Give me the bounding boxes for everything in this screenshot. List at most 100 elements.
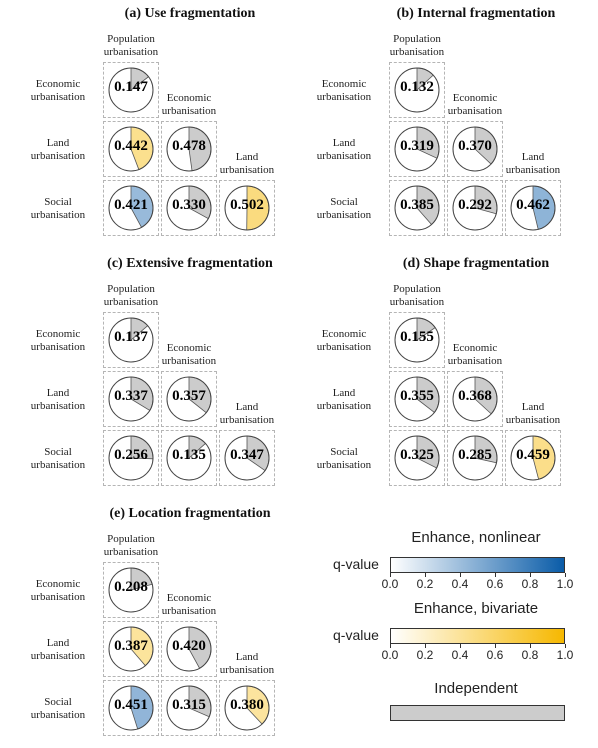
pie-outline	[166, 185, 212, 231]
pie-outline	[394, 317, 440, 363]
column-label: Population urbanisation	[389, 283, 445, 308]
column-label: Land urbanisation	[219, 151, 275, 176]
pie-chart	[452, 185, 498, 231]
colorbar-tick-label: 0.0	[381, 648, 399, 662]
colorbar-tick-label: 0.6	[486, 648, 504, 662]
row-label: Social urbanisation	[316, 196, 372, 221]
pie-outline	[108, 185, 154, 231]
pie-outline	[394, 435, 440, 481]
pie-chart	[224, 185, 270, 231]
colorbar-tick-label: 0.2	[416, 648, 434, 662]
pie-cell: 0.385	[389, 180, 445, 236]
column-label: Population urbanisation	[103, 33, 159, 58]
colorbar-nonlinear	[390, 557, 565, 573]
panel-title: (d) Shape fragmentation	[402, 256, 550, 271]
colorbar-tick-label: 0.4	[451, 577, 469, 591]
pie-cell: 0.285	[447, 430, 503, 486]
q-value-label: 0.385	[400, 197, 434, 213]
pie-cell: 0.132	[389, 62, 445, 118]
colorbar-tick-mark	[530, 573, 531, 577]
pie-cell: 0.478	[161, 121, 217, 177]
pie-chart	[394, 67, 440, 113]
column-label: Land urbanisation	[219, 651, 275, 676]
pie-cell: 0.155	[389, 312, 445, 368]
pie-outline	[224, 185, 270, 231]
q-value-label: 0.502	[230, 197, 264, 213]
colorbar-tick-mark	[390, 644, 391, 648]
pie-cell: 0.502	[219, 180, 275, 236]
q-value-label: 0.325	[400, 447, 434, 463]
pie-chart	[224, 685, 270, 731]
panel-title: (b) Internal fragmentation	[396, 6, 556, 21]
pie-chart	[166, 126, 212, 172]
q-value-label: 0.285	[458, 447, 492, 463]
pie-chart	[166, 685, 212, 731]
q-value-label: 0.459	[516, 447, 550, 463]
q-value-label: 0.478	[172, 138, 206, 154]
colorbar-tick-mark	[495, 573, 496, 577]
column-label: Land urbanisation	[505, 151, 561, 176]
pie-chart	[108, 317, 154, 363]
pie-outline	[224, 685, 270, 731]
pie-cell: 0.442	[103, 121, 159, 177]
pie-chart	[452, 126, 498, 172]
column-label: Economic urbanisation	[161, 92, 217, 117]
pie-cell: 0.462	[505, 180, 561, 236]
pie-outline	[394, 376, 440, 422]
column-label: Economic urbanisation	[447, 342, 503, 367]
q-value-label: 0.132	[400, 79, 434, 95]
legend-title-independent: Independent	[434, 680, 518, 697]
pie-chart	[108, 685, 154, 731]
column-label: Population urbanisation	[103, 283, 159, 308]
pie-outline	[108, 567, 154, 613]
pie-cell: 0.325	[389, 430, 445, 486]
q-value-label: 0.319	[400, 138, 434, 154]
pie-chart	[108, 185, 154, 231]
pie-cell: 0.292	[447, 180, 503, 236]
row-label: Economic urbanisation	[30, 328, 86, 353]
pie-outline	[108, 626, 154, 672]
pie-outline	[166, 126, 212, 172]
row-label: Economic urbanisation	[30, 78, 86, 103]
pie-chart	[166, 185, 212, 231]
pie-cell: 0.208	[103, 562, 159, 618]
pie-cell: 0.256	[103, 430, 159, 486]
pie-chart	[510, 185, 556, 231]
pie-chart	[452, 435, 498, 481]
q-value-label: 0.370	[458, 138, 492, 154]
colorbar-tick-mark	[390, 573, 391, 577]
q-value-label: 0.421	[114, 197, 148, 213]
pie-chart	[166, 435, 212, 481]
pie-cell: 0.421	[103, 180, 159, 236]
pie-outline	[166, 626, 212, 672]
colorbar-tick-mark	[460, 644, 461, 648]
q-value-label: 0.420	[172, 638, 206, 654]
row-label: Land urbanisation	[316, 137, 372, 162]
pie-outline	[224, 435, 270, 481]
pie-cell: 0.315	[161, 680, 217, 736]
column-label: Economic urbanisation	[161, 592, 217, 617]
pie-outline	[108, 317, 154, 363]
pie-outline	[166, 376, 212, 422]
pie-chart	[108, 376, 154, 422]
row-label: Land urbanisation	[30, 637, 86, 662]
pie-outline	[166, 685, 212, 731]
row-label: Land urbanisation	[30, 137, 86, 162]
q-value-label: 0.380	[230, 697, 264, 713]
pie-cell: 0.370	[447, 121, 503, 177]
row-label: Economic urbanisation	[30, 578, 86, 603]
legend-title-nonlinear: Enhance, nonlinear	[411, 529, 541, 546]
colorbar-tick-mark	[530, 644, 531, 648]
pie-cell: 0.380	[219, 680, 275, 736]
colorbar-tick-label: 0.0	[381, 577, 399, 591]
q-value-label: 0.147	[114, 79, 148, 95]
column-label: Land urbanisation	[219, 401, 275, 426]
legend-q-label: q-value	[333, 627, 379, 643]
panel-title: (a) Use fragmentation	[124, 6, 256, 21]
pie-cell: 0.387	[103, 621, 159, 677]
pie-outline	[108, 126, 154, 172]
column-label: Economic urbanisation	[161, 342, 217, 367]
colorbar-tick-mark	[425, 573, 426, 577]
pie-chart	[510, 435, 556, 481]
